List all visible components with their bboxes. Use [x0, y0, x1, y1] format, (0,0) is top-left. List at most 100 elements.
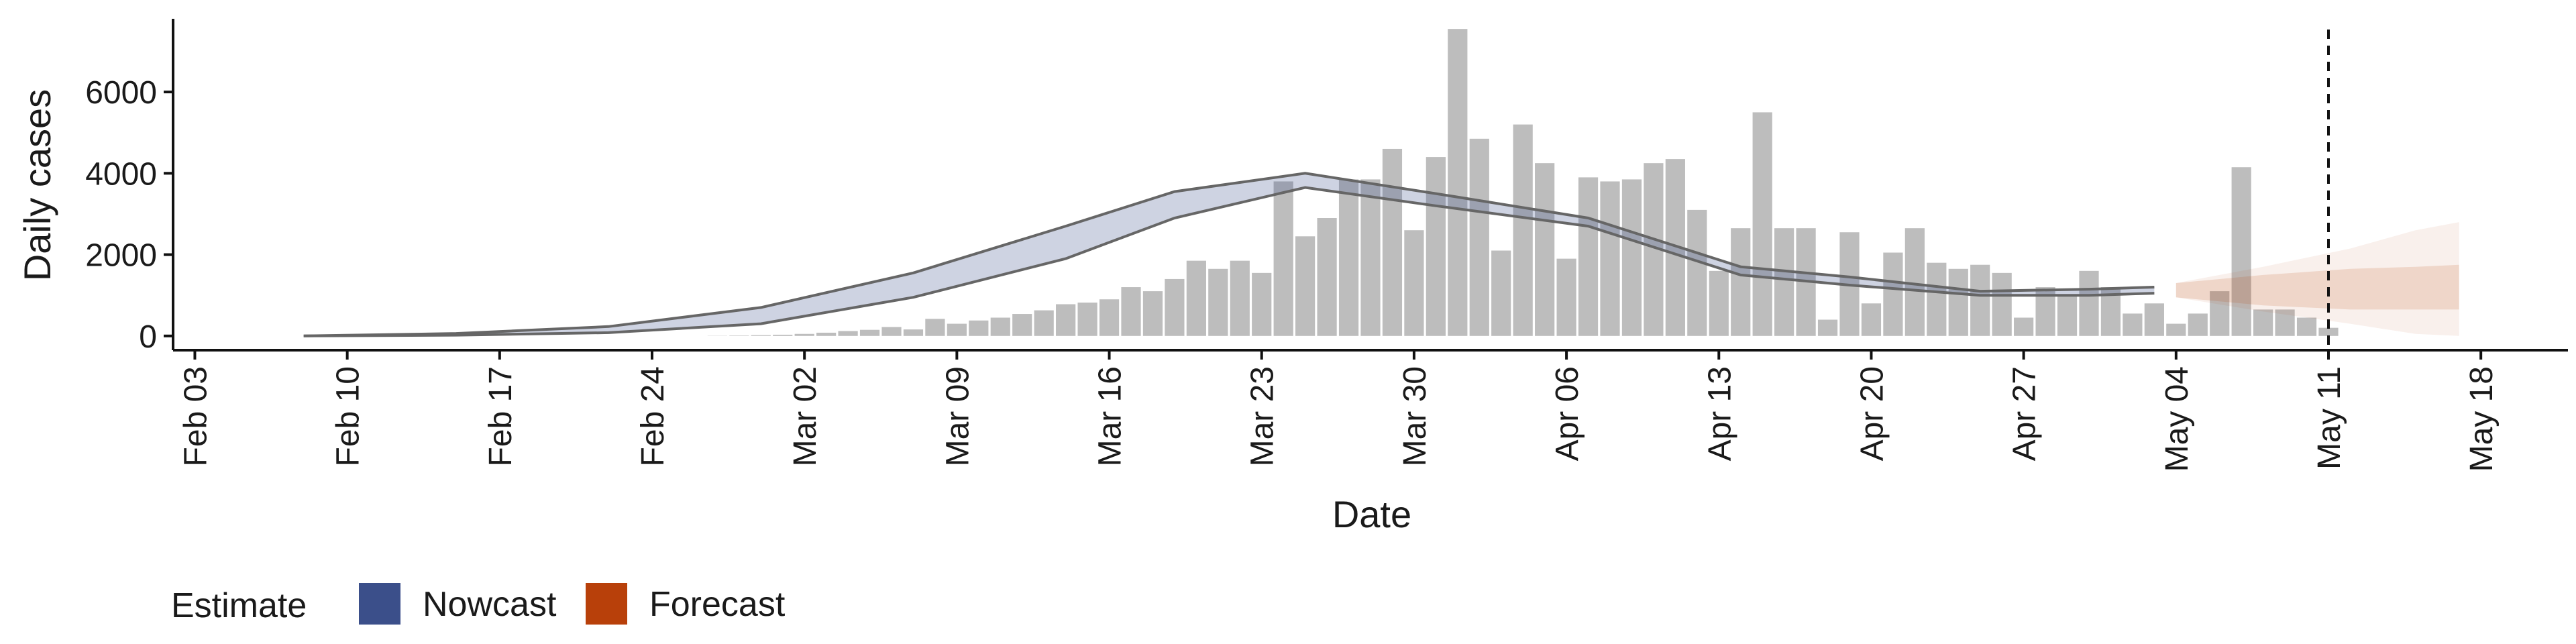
- case-bar: [751, 335, 771, 336]
- case-bar: [1121, 287, 1141, 336]
- case-bar: [1448, 29, 1468, 336]
- case-bar: [2123, 313, 2143, 336]
- case-bar: [1252, 272, 1272, 336]
- case-bar: [1709, 270, 1729, 336]
- case-bar: [2014, 317, 2034, 336]
- case-bar: [1230, 260, 1250, 336]
- legend-title: Estimate: [171, 586, 307, 625]
- case-bar: [1861, 303, 1882, 336]
- case-bar: [1426, 157, 1446, 336]
- case-bar: [1687, 209, 1707, 336]
- case-bar: [2296, 317, 2317, 336]
- case-bar: [1992, 272, 2012, 336]
- case-bar: [1099, 299, 1120, 336]
- case-bar: [1578, 177, 1599, 336]
- case-bar: [1273, 181, 1293, 336]
- case-bar: [2318, 327, 2339, 336]
- case-bar: [1491, 250, 1511, 336]
- case-bar: [2253, 309, 2273, 336]
- case-bar: [1535, 163, 1555, 336]
- y-tick-label: 4000: [85, 156, 157, 192]
- case-bar: [1948, 268, 1968, 336]
- case-bar: [1970, 264, 1990, 336]
- legend: Estimate Nowcast Forecast: [171, 583, 786, 625]
- x-tick-label: May 11: [2312, 366, 2347, 470]
- case-bar: [1927, 262, 1947, 336]
- case-bar: [2231, 167, 2251, 336]
- case-bar: [2144, 303, 2164, 336]
- case-bar: [859, 329, 880, 336]
- y-axis-title: Daily cases: [16, 89, 58, 281]
- x-axis-ticks: Feb 03 Feb 10 Feb 17 Feb 24 Mar 02 Mar 09 Mar …: [178, 350, 2500, 472]
- case-bar: [1317, 218, 1337, 336]
- x-tick-label: Feb 17: [483, 366, 519, 466]
- case-bar: [2079, 270, 2099, 336]
- nowcast-series: [303, 172, 2155, 337]
- legend-swatch-forecast: [586, 583, 627, 625]
- case-bar: [1556, 258, 1576, 336]
- x-tick-label: Apr 27: [2007, 366, 2043, 461]
- case-bar: [2188, 313, 2208, 336]
- case-bar: [1469, 138, 1489, 336]
- case-bar: [1382, 148, 1403, 336]
- case-bar: [1295, 236, 1316, 336]
- case-bar: [1165, 278, 1185, 336]
- reported-cases-bars: [707, 29, 2339, 336]
- case-bar: [838, 331, 858, 336]
- case-bar: [947, 323, 967, 336]
- case-bar: [1208, 268, 1228, 336]
- case-bar: [2057, 295, 2078, 336]
- case-bar: [1142, 291, 1163, 336]
- forecast-series: [2176, 222, 2459, 336]
- case-bar: [1077, 303, 1097, 336]
- x-tick-label: Feb 03: [178, 366, 214, 466]
- x-tick-label: Feb 24: [635, 366, 671, 466]
- case-bar: [1731, 228, 1751, 336]
- case-bar: [925, 319, 945, 336]
- case-bar: [2275, 309, 2295, 336]
- x-tick-label: Feb 10: [331, 366, 366, 466]
- case-bar: [1012, 314, 1032, 336]
- x-tick-label: May 18: [2464, 366, 2500, 472]
- case-bar: [881, 327, 902, 336]
- case-bar: [1056, 304, 1076, 336]
- x-tick-label: Mar 16: [1093, 366, 1128, 466]
- case-bar: [1186, 260, 1206, 336]
- x-tick-label: Mar 02: [788, 366, 823, 466]
- forecast-outer-band: [2176, 222, 2459, 336]
- case-bar: [1752, 112, 1772, 336]
- y-tick-label: 2000: [85, 238, 157, 274]
- axes: [172, 19, 2568, 352]
- case-bar: [729, 335, 749, 336]
- case-bar: [1774, 228, 1794, 336]
- case-bar: [1513, 124, 1533, 336]
- nowcast-lower-line: [303, 186, 2155, 337]
- x-tick-label: Apr 13: [1702, 366, 1737, 461]
- y-axis-ticks: 0 2000 4000 6000: [85, 75, 173, 355]
- y-tick-label: 6000: [85, 75, 157, 111]
- x-tick-label: May 04: [2159, 366, 2195, 472]
- case-bar: [990, 317, 1010, 336]
- case-bar: [1817, 319, 1838, 336]
- case-bar: [794, 333, 814, 336]
- x-tick-label: Apr 06: [1550, 366, 1585, 461]
- x-tick-label: Apr 20: [1855, 366, 1890, 461]
- x-axis-title: Date: [1332, 493, 1411, 535]
- x-tick-label: Mar 30: [1397, 366, 1433, 466]
- x-tick-label: Mar 23: [1245, 366, 1281, 466]
- case-bar: [1621, 179, 1642, 336]
- case-bar: [1338, 179, 1359, 336]
- case-bar: [1360, 179, 1381, 336]
- x-tick-label: Mar 09: [940, 366, 975, 466]
- case-bar: [816, 332, 837, 336]
- y-tick-label: 0: [139, 319, 157, 355]
- case-bar: [969, 320, 989, 336]
- case-bar: [2210, 291, 2230, 336]
- case-bar: [1404, 230, 1424, 336]
- case-bar: [1034, 310, 1054, 336]
- case-bar: [1600, 181, 1620, 336]
- legend-label-forecast: Forecast: [649, 585, 786, 624]
- nowcast-upper-line: [303, 172, 2155, 337]
- case-bar: [1883, 252, 1903, 336]
